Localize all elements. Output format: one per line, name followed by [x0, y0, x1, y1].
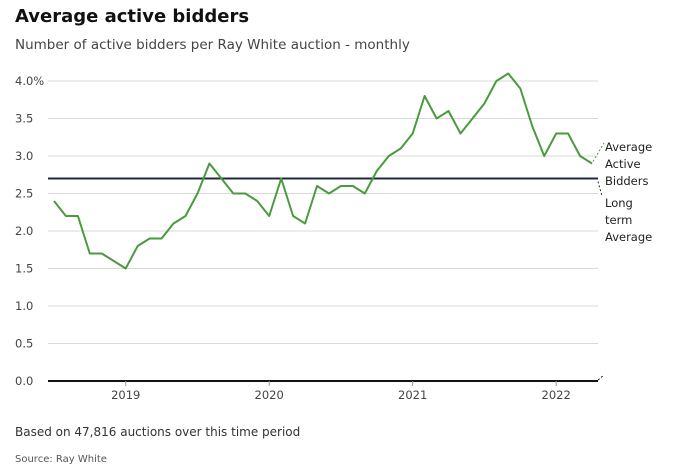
x-axis-ticks: 2019 2020 2021 2022	[111, 381, 571, 402]
y-tick-label: 0.0	[15, 374, 33, 388]
annotation-layer: Average Active Bidders Long term Average	[592, 140, 652, 381]
chart-subtitle: Number of active bidders per Ray White a…	[15, 37, 410, 53]
chart-source: Source: Ray White	[15, 454, 107, 465]
series-layer	[53, 72, 593, 270]
x-tick-label: 2019	[111, 388, 140, 402]
chart-footnote: Based on 47,816 auctions over this time …	[15, 425, 301, 439]
gridlines	[48, 80, 598, 382]
x-tick-label: 2020	[255, 388, 284, 402]
chart-title: Average active bidders	[15, 6, 250, 27]
y-tick-label: 2.5	[15, 187, 33, 201]
active-bidders-line	[53, 72, 593, 270]
line-chart: 0.0 0.5 1.0 1.5 2.0 2.5 3.0 3.5 4.0% 2019 2020 202…	[15, 72, 652, 402]
annotation-text: Long	[605, 196, 633, 210]
annotation-text: term	[605, 213, 632, 227]
y-tick-label: 0.5	[15, 337, 33, 351]
annotation-leader	[592, 142, 605, 162]
x-tick-label: 2022	[542, 388, 571, 402]
annotation-leader	[597, 181, 603, 197]
annotation-text: Bidders	[605, 174, 648, 188]
y-tick-label: 1.0	[15, 299, 33, 313]
y-tick-label: 1.5	[15, 262, 33, 276]
y-axis-ticks: 0.0 0.5 1.0 1.5 2.0 2.5 3.0 3.5 4.0%	[15, 74, 44, 388]
x-tick-label: 2021	[398, 388, 427, 402]
annotation-leader	[597, 374, 605, 381]
annotation-text: Active	[605, 157, 641, 171]
annotation-text: Average	[605, 140, 652, 154]
y-tick-label: 4.0%	[15, 74, 44, 88]
annotation-text: Average	[605, 230, 652, 244]
y-tick-label: 3.5	[15, 112, 33, 126]
y-tick-label: 2.0	[15, 224, 33, 238]
y-tick-label: 3.0	[15, 149, 33, 163]
